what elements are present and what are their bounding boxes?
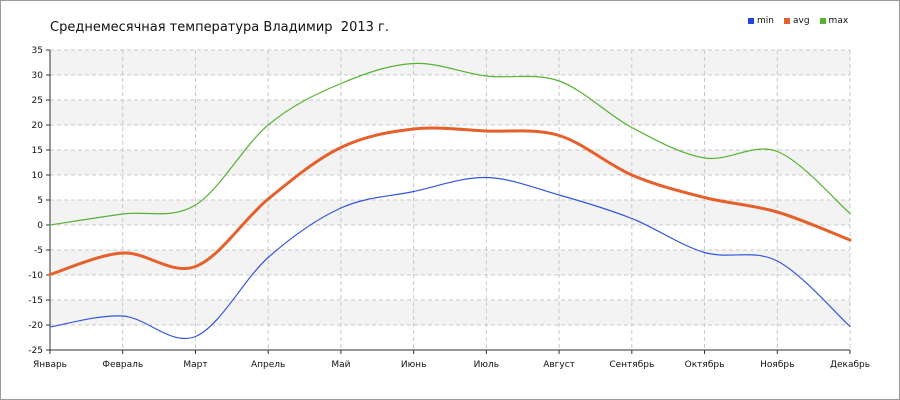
x-tick-label: Июль (474, 360, 499, 370)
chart-title: Среднемесячная температура Владимир 2013… (50, 20, 389, 35)
legend-label-max: max (828, 16, 849, 26)
legend-item-avg: avg (783, 16, 810, 26)
legend-label-avg: avg (792, 16, 810, 26)
x-tick-label: Март (183, 360, 207, 370)
x-tick-label: Сентябрь (609, 360, 654, 370)
x-tick-label: Май (331, 360, 350, 370)
grid-band (50, 50, 850, 75)
legend-item-max: max (819, 16, 849, 26)
y-tick-label: -15 (28, 296, 43, 306)
y-tick-label: 5 (37, 196, 43, 206)
grid-band (50, 100, 850, 125)
y-tick-label: 0 (37, 221, 43, 231)
y-tick-label: 10 (32, 171, 44, 181)
x-tick-label: Февраль (102, 360, 143, 370)
y-tick-label: 35 (32, 46, 43, 56)
x-tick-label: Ноябрь (760, 360, 794, 370)
y-tick-label: -25 (28, 346, 43, 356)
y-tick-label: 20 (32, 121, 44, 131)
x-tick-label: Январь (33, 360, 67, 370)
series-line-min (49, 176, 851, 339)
legend-swatch-min (748, 18, 754, 24)
x-tick-label: Апрель (251, 360, 285, 370)
legend: min avg max (748, 16, 848, 26)
y-tick-label: -5 (34, 246, 43, 256)
y-tick-label: -10 (28, 271, 43, 281)
x-tick-label: Декабрь (830, 360, 870, 370)
series-line-max (49, 62, 851, 226)
legend-swatch-avg (783, 18, 790, 24)
legend-label-min: min (757, 16, 774, 26)
legend-swatch-max (819, 18, 826, 24)
y-tick-label: -20 (28, 321, 43, 331)
grid-band (50, 250, 850, 275)
x-tick-label: Август (543, 360, 575, 370)
series-line-avg (48, 126, 852, 276)
grid-band (50, 200, 850, 225)
y-tick-label: 25 (32, 96, 43, 106)
x-tick-label: Октябрь (685, 360, 725, 370)
y-tick-label: 30 (32, 71, 44, 81)
y-tick-label: 15 (32, 146, 43, 156)
legend-item-min: min (748, 16, 774, 26)
x-tick-label: Июнь (401, 360, 427, 370)
grid-band (50, 300, 850, 325)
grid-band (50, 150, 850, 175)
